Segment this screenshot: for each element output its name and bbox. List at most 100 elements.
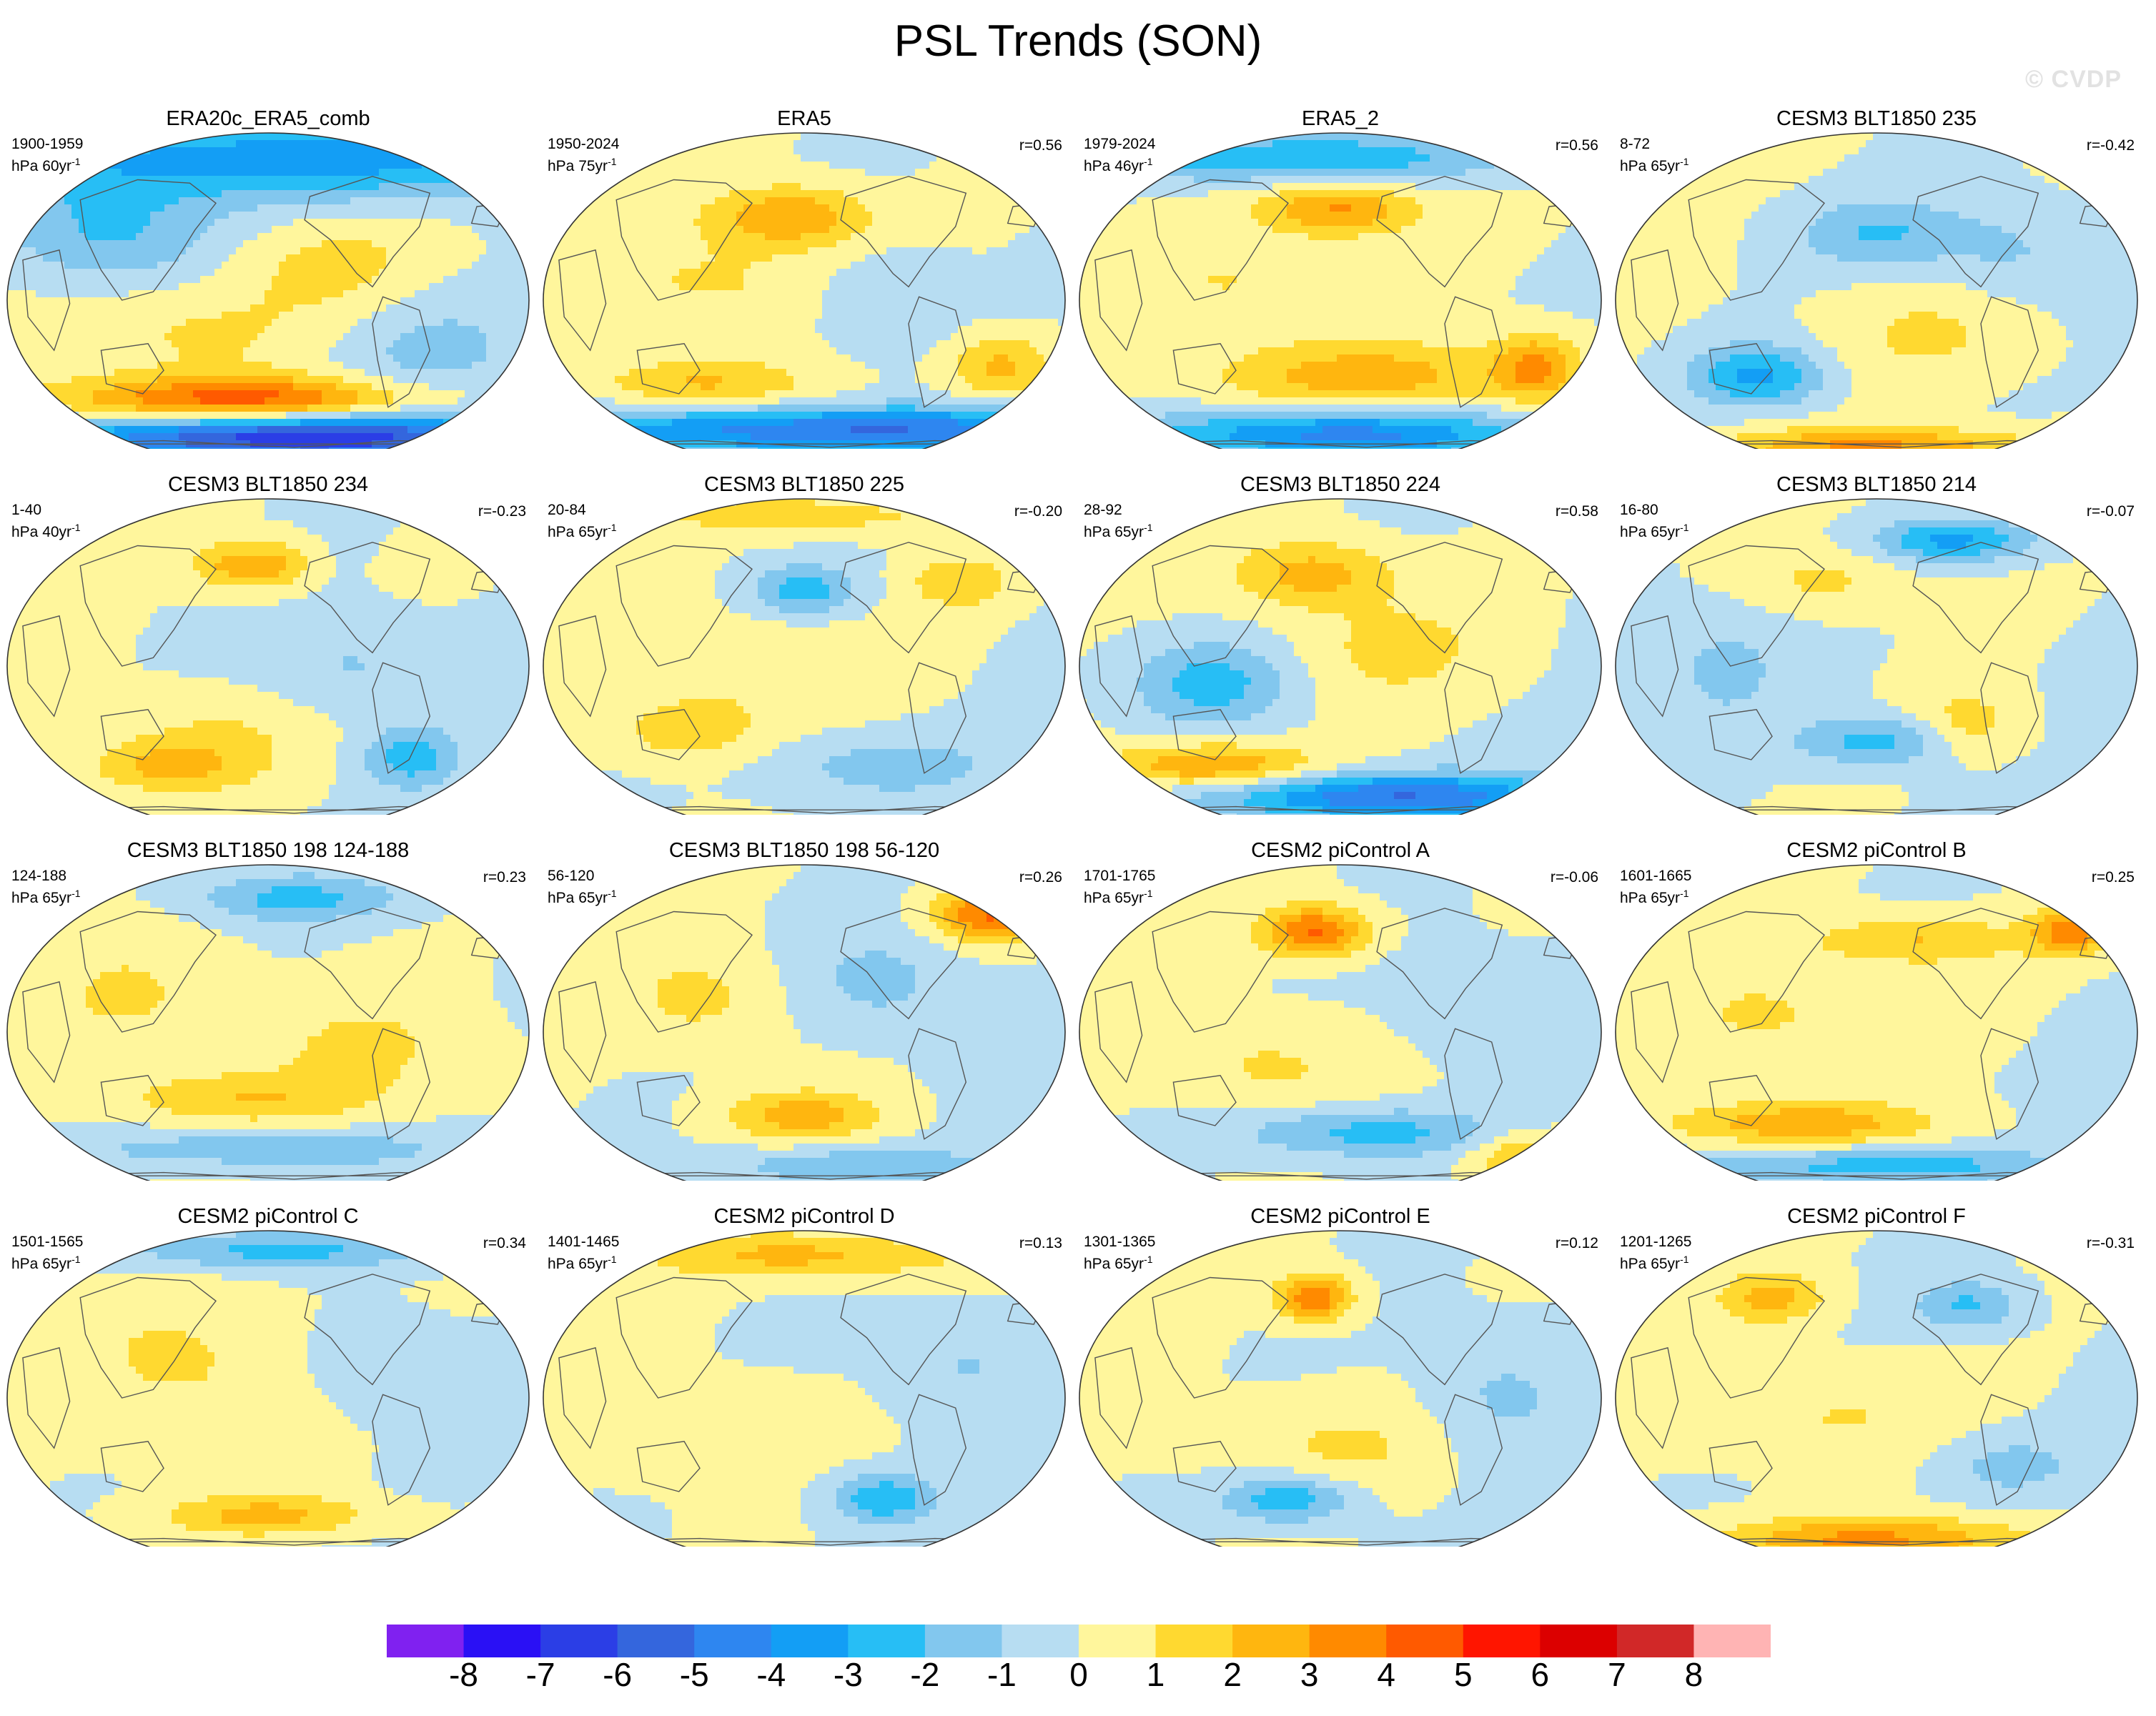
- psl-trend-map: [1079, 1230, 1602, 1547]
- coastline: [1631, 615, 1679, 718]
- trend-field: [7, 1231, 529, 1547]
- coastline: [636, 709, 701, 760]
- panel-years: 1701-1765: [1084, 868, 1155, 885]
- panel-correlation: r=-0.42: [2087, 137, 2135, 154]
- psl-trend-map: [1079, 864, 1602, 1181]
- psl-trend-map: [543, 498, 1066, 815]
- panel-correlation: r=-0.23: [478, 503, 526, 520]
- map-outline: [1079, 864, 1602, 1181]
- psl-trend-map: [1079, 498, 1602, 815]
- map-panel: CESM2 piControl A 1701-1765 hPa 65yr-1 r=-0…: [1072, 838, 1608, 1181]
- coastline: [1709, 1075, 1773, 1126]
- units-exponent: -1: [1680, 522, 1688, 533]
- coastline: [1688, 911, 1825, 1033]
- coastline: [22, 615, 71, 718]
- map-outline: [6, 132, 530, 449]
- coastline: [636, 343, 701, 395]
- panel-years: 1401-1465: [548, 1234, 619, 1251]
- coastline: [1376, 542, 1503, 654]
- coastline: [100, 1075, 164, 1126]
- panel-correlation: r=0.56: [1019, 137, 1062, 154]
- colorbar-swatch: [1309, 1625, 1387, 1657]
- panel-correlation: r=0.25: [2092, 869, 2135, 886]
- panel-title: CESM2 piControl E: [1072, 1204, 1608, 1229]
- panel-units: hPa 65yr-1: [11, 885, 81, 907]
- colorbar-swatch: [848, 1625, 926, 1657]
- coastline: [1376, 908, 1503, 1020]
- panel-units: hPa 65yr-1: [1084, 1251, 1153, 1273]
- coastline: [22, 249, 71, 352]
- psl-trend-map: [1615, 1230, 2138, 1547]
- colorbar-swatch: [540, 1625, 618, 1657]
- panel-correlation: r=-0.31: [2087, 1235, 2135, 1252]
- units-exponent: -1: [71, 522, 80, 533]
- colorbar-tick-label: 2: [1204, 1655, 1261, 1695]
- trend-field: [1079, 1231, 1601, 1547]
- coastline: [615, 1276, 753, 1399]
- psl-trend-map: [6, 498, 530, 815]
- coastline: [1094, 981, 1143, 1083]
- map-panel: CESM3 BLT1850 198 56-120 56-120 hPa 65yr-1…: [536, 838, 1072, 1181]
- panel-correlation: r=0.34: [483, 1235, 526, 1252]
- coastline: [558, 615, 607, 718]
- map-panel: CESM3 BLT1850 214 16-80 hPa 65yr-1 r=-0.07: [1608, 472, 2145, 815]
- colorbar-swatch: [387, 1625, 465, 1657]
- psl-trend-map: [6, 1230, 530, 1547]
- coastline: [1980, 296, 2039, 408]
- coastline: [615, 911, 753, 1033]
- coastline: [1980, 1028, 2039, 1140]
- map-outline: [1615, 132, 2138, 449]
- coastline: [1631, 1346, 1679, 1449]
- map-panel: CESM2 piControl E 1301-1365 hPa 65yr-1 r=0.…: [1072, 1204, 1608, 1547]
- trend-field: [1079, 865, 1601, 1181]
- coastline: [304, 176, 431, 288]
- units-exponent: -1: [608, 522, 616, 533]
- units-exponent: -1: [608, 1254, 616, 1265]
- map-panel: CESM3 BLT1850 225 20-84 hPa 65yr-1 r=-0.20: [536, 472, 1072, 815]
- map-panel: CESM2 piControl D 1401-1465 hPa 65yr-1 r=0.…: [536, 1204, 1072, 1547]
- coastline: [615, 545, 753, 667]
- panel-years: 1501-1565: [11, 1234, 83, 1251]
- coastline: [1444, 662, 1503, 774]
- coastline: [908, 1028, 967, 1140]
- map-outline: [543, 1230, 1066, 1547]
- panel-title: ERA5: [536, 106, 1072, 132]
- panel-units: hPa 75yr-1: [548, 153, 617, 175]
- panel-units: hPa 65yr-1: [1084, 885, 1153, 907]
- page-title: PSL Trends (SON): [0, 13, 2156, 70]
- colorbar-tick-label: 4: [1358, 1655, 1415, 1695]
- coastline: [1688, 1276, 1825, 1399]
- map-panel: ERA5_2 1979-2024 hPa 46yr-1 r=0.56: [1072, 106, 1608, 449]
- panel-units: hPa 65yr-1: [11, 1251, 81, 1273]
- coastline: [1094, 615, 1143, 718]
- psl-trend-map: [1079, 132, 1602, 449]
- coastline: [304, 908, 431, 1020]
- trend-field: [7, 133, 529, 449]
- colorbar-tick-label: 0: [1050, 1655, 1107, 1695]
- panel-title: ERA20c_ERA5_comb: [0, 106, 536, 132]
- coastline: [908, 662, 967, 774]
- trend-field: [1616, 865, 2137, 1181]
- coastline: [1688, 545, 1825, 667]
- coastline: [1152, 911, 1289, 1033]
- colorbar-swatch: [771, 1625, 849, 1657]
- map-panel: CESM3 BLT1850 224 28-92 hPa 65yr-1 r=0.58: [1072, 472, 1608, 815]
- map-outline: [1079, 132, 1602, 449]
- panel-years: 124-188: [11, 868, 66, 885]
- coastline: [1172, 343, 1237, 395]
- panel-units: hPa 65yr-1: [1620, 1251, 1689, 1273]
- coastline: [1094, 1346, 1143, 1449]
- colorbar-swatch: [1232, 1625, 1310, 1657]
- coastline: [636, 1075, 701, 1126]
- coastline: [615, 179, 753, 301]
- panel-years: 28-92: [1084, 502, 1122, 519]
- panel-units: hPa 65yr-1: [1620, 519, 1689, 541]
- units-exponent: -1: [1144, 1254, 1152, 1265]
- map-outline: [1079, 498, 1602, 815]
- coastline: [1172, 709, 1237, 760]
- coastline: [1172, 1075, 1237, 1126]
- coastline: [908, 1394, 967, 1506]
- colorbar-swatch: [1616, 1625, 1694, 1657]
- coastline: [1980, 662, 2039, 774]
- colorbar-swatch: [1386, 1625, 1464, 1657]
